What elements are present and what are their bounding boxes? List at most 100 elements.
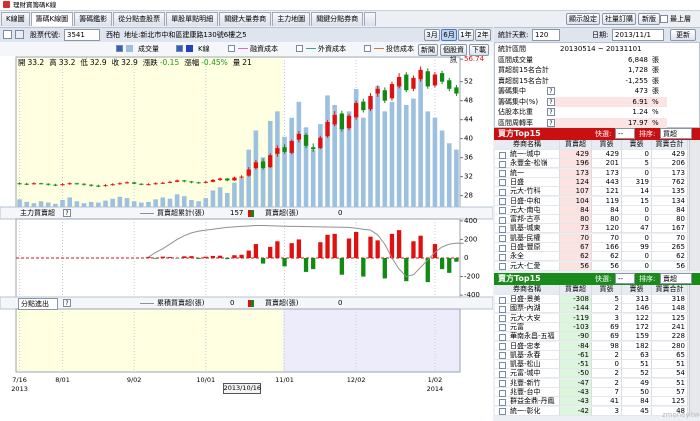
- row-checkbox[interactable]: [499, 151, 506, 159]
- y-tick-label: 28: [464, 192, 473, 200]
- option-button[interactable]: 下載: [469, 44, 489, 56]
- candle-body: [139, 183, 144, 185]
- tab-add[interactable]: [364, 12, 377, 26]
- row-checkbox[interactable]: [499, 179, 506, 187]
- row-checkbox[interactable]: [499, 235, 506, 243]
- help-icon[interactable]: ?: [63, 299, 71, 307]
- top-button[interactable]: 社量訂購: [602, 13, 636, 25]
- bar: [375, 240, 380, 258]
- row-checkbox[interactable]: [499, 244, 506, 252]
- row-checkbox[interactable]: [499, 324, 506, 332]
- bar: [354, 232, 359, 258]
- row-checkbox[interactable]: [499, 216, 506, 224]
- row-checkbox[interactable]: [499, 389, 506, 397]
- checkbox[interactable]: [296, 45, 303, 52]
- row-checkbox[interactable]: [499, 398, 506, 406]
- candle-body: [418, 69, 423, 80]
- tab[interactable]: 籌碼K線圖: [30, 12, 74, 26]
- checkbox[interactable]: [176, 45, 183, 52]
- tab[interactable]: 單股單點明細: [166, 12, 219, 26]
- bar: [160, 256, 165, 258]
- tab[interactable]: K線圖: [1, 12, 30, 26]
- row-checkbox[interactable]: [499, 305, 506, 313]
- table-cell: 73: [560, 224, 592, 234]
- date-input[interactable]: 2013/11/1: [612, 29, 664, 41]
- tab[interactable]: 從分點查股票: [113, 12, 166, 26]
- row-checkbox[interactable]: [499, 343, 506, 350]
- table-cell: 51: [652, 360, 688, 370]
- row-checkbox[interactable]: [499, 253, 506, 261]
- update-button[interactable]: 更新: [670, 29, 696, 41]
- top-button[interactable]: 新版: [638, 13, 660, 25]
- row-checkbox[interactable]: [499, 370, 506, 378]
- legend-line: [140, 213, 154, 214]
- volume-bar: [153, 199, 158, 207]
- table-cell: 228: [652, 332, 688, 342]
- legend-value: 0: [338, 209, 343, 217]
- row-checkbox[interactable]: [499, 188, 506, 196]
- stat-unit: %: [652, 118, 659, 127]
- row-checkbox[interactable]: [499, 380, 506, 388]
- row-checkbox[interactable]: [499, 315, 506, 323]
- volume-bar: [282, 136, 287, 207]
- tab[interactable]: 籌碼鑑影: [74, 12, 113, 26]
- row-checkbox[interactable]: [499, 361, 506, 369]
- table-cell: 107: [560, 187, 592, 197]
- tab[interactable]: 關鍵分點券商: [311, 12, 364, 26]
- table-cell: 永豐金-松嶺: [495, 159, 560, 169]
- quick-select[interactable]: --: [615, 128, 635, 139]
- table-cell: -43: [560, 388, 592, 397]
- help-icon[interactable]: ?: [547, 118, 555, 127]
- icon-button[interactable]: [3, 30, 12, 39]
- option-button[interactable]: 新聞: [418, 44, 438, 56]
- sort-select[interactable]: 買超: [660, 128, 692, 139]
- row-checkbox[interactable]: [499, 408, 506, 416]
- option-button[interactable]: 個股資訊: [440, 44, 467, 64]
- price-label: 開: [18, 58, 26, 67]
- volume-bar: [217, 187, 223, 207]
- volume-bar: [403, 105, 409, 207]
- range-button[interactable]: 6月: [441, 29, 457, 41]
- help-icon[interactable]: ?: [63, 209, 71, 217]
- range-button[interactable]: 1年: [458, 29, 474, 41]
- row-checkbox[interactable]: [499, 207, 506, 215]
- bar: [425, 258, 430, 283]
- help-icon[interactable]: ?: [547, 97, 555, 106]
- tab[interactable]: 關鍵大量券商: [219, 12, 272, 26]
- row-checkbox[interactable]: [499, 263, 506, 271]
- table-cell: 日盛-景美: [495, 295, 560, 304]
- panel-title[interactable]: 分點進出: [18, 298, 58, 310]
- stock-code-input[interactable]: 3541: [64, 29, 100, 41]
- days-select[interactable]: 120: [532, 29, 560, 41]
- table-cell: 0: [622, 215, 652, 225]
- row-checkbox[interactable]: [499, 160, 506, 168]
- stat-label: 佔股本比重: [498, 108, 533, 116]
- checkbox[interactable]: [364, 45, 371, 52]
- column-header: 賣張: [622, 285, 652, 295]
- checkbox[interactable]: [228, 45, 235, 52]
- row-checkbox[interactable]: [499, 352, 506, 360]
- row-checkbox[interactable]: [499, 333, 506, 341]
- icon-button[interactable]: [15, 30, 24, 39]
- row-checkbox[interactable]: [499, 225, 506, 233]
- volume-bar: [353, 89, 359, 207]
- scrollbar[interactable]: [689, 140, 700, 271]
- bar: [418, 235, 423, 258]
- scrollbar[interactable]: [689, 285, 700, 416]
- quick-select[interactable]: --: [615, 273, 635, 284]
- top-button[interactable]: 顯示設定: [566, 13, 600, 25]
- tab[interactable]: 主力地圖: [272, 12, 311, 26]
- row-checkbox[interactable]: [499, 198, 506, 205]
- topmost-check[interactable]: [660, 15, 668, 23]
- range-button[interactable]: 3月: [424, 29, 440, 41]
- checkbox[interactable]: [116, 45, 123, 52]
- row-checkbox[interactable]: [499, 170, 506, 178]
- sort-select[interactable]: 賣超: [660, 273, 692, 284]
- help-icon[interactable]: ?: [547, 108, 555, 116]
- range-button[interactable]: 2年: [475, 29, 491, 41]
- help-icon[interactable]: ?: [547, 87, 555, 95]
- y-tick-label: 400: [464, 217, 477, 225]
- table-cell: 日盛: [495, 177, 560, 187]
- row-checkbox[interactable]: [499, 296, 506, 304]
